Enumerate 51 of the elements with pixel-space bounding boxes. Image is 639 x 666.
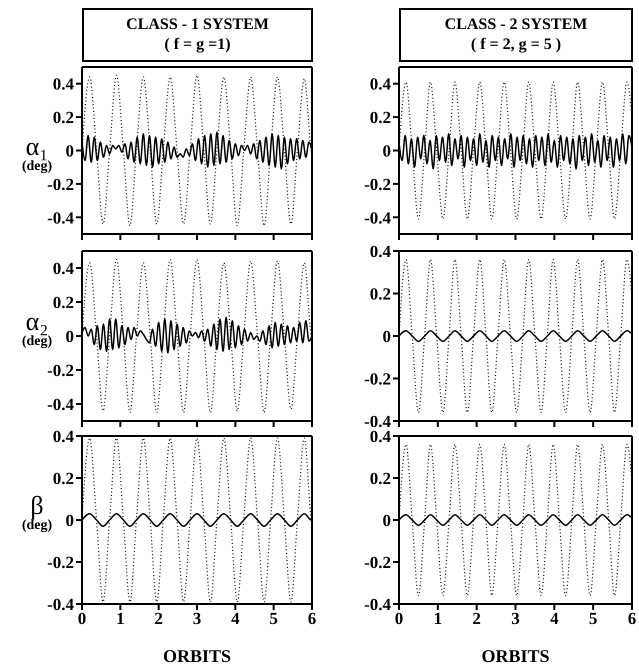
y-tick-label: -0.4: [47, 208, 74, 228]
x-tick-label: 3: [192, 609, 202, 628]
y-tick-label: 0: [66, 142, 74, 161]
y-tick-label: -0.4: [47, 595, 74, 614]
x-tick-label: 4: [550, 609, 560, 628]
y-tick-label: -0.2: [47, 174, 74, 194]
y-axis-title: α₁ (deg): [20, 132, 54, 174]
y-tick-label: 0.4: [52, 74, 74, 94]
y-tick-label: -0.4: [364, 595, 392, 614]
y-tick-label: 0.2: [52, 293, 74, 312]
y-tick-label: -0.4: [364, 208, 392, 228]
y-tick-label: -0.2: [47, 553, 74, 572]
x-tick-label: 3: [511, 609, 520, 628]
y-tick-label: 0.2: [370, 108, 391, 128]
chart-title: CLASS - 2 SYSTEM: [444, 15, 588, 35]
x-tick-label: 6: [308, 609, 316, 628]
x-tick-label: 2: [472, 609, 481, 628]
y-tick-label: 0.4: [370, 74, 392, 94]
y-tick-label: 0: [382, 142, 391, 161]
x-tick-label: 6: [628, 609, 636, 628]
x-tick-label: 4: [231, 609, 240, 628]
y-tick-label: 0.2: [52, 108, 74, 128]
y-tick-label: 0.2: [370, 469, 391, 488]
x-axis-title: ORBITS: [481, 646, 550, 666]
y-tick-label: -0.2: [364, 370, 391, 389]
x-tick-label: 2: [154, 609, 163, 628]
x-tick-label: 1: [434, 609, 442, 628]
x-tick-label: 5: [269, 609, 278, 628]
y-tick-label: 0.4: [370, 242, 392, 262]
x-axis-title: ORBITS: [162, 646, 232, 666]
y-tick-label: 0.4: [52, 259, 74, 278]
y-tick-label: 0: [66, 327, 74, 346]
y-tick-label: -0.4: [47, 395, 74, 414]
y-tick-label: 0: [382, 511, 391, 530]
x-tick-label: 5: [588, 609, 598, 628]
chart-subtitle: ( f = 2, g = 5 ): [470, 35, 562, 55]
y-axis-title: α₂ (deg): [20, 307, 53, 349]
y-tick-label: 0: [66, 511, 74, 530]
y-axis-title: β (deg): [20, 491, 54, 533]
chart-title: CLASS - 1 SYSTEM: [125, 15, 270, 35]
y-tick-label: 0: [382, 327, 391, 346]
y-tick-label: -0.2: [364, 553, 391, 572]
y-tick-label: -0.2: [364, 174, 391, 194]
x-tick-label: 0: [394, 609, 404, 628]
x-tick-label: 1: [116, 609, 125, 628]
chart-subtitle: ( f = g =1): [163, 35, 232, 55]
x-tick-label: 0: [78, 609, 86, 628]
y-tick-label: 0.2: [52, 469, 74, 488]
y-tick-label: 0.4: [52, 427, 74, 446]
y-tick-label: -0.2: [47, 361, 74, 380]
y-tick-label: 0.2: [370, 284, 391, 304]
